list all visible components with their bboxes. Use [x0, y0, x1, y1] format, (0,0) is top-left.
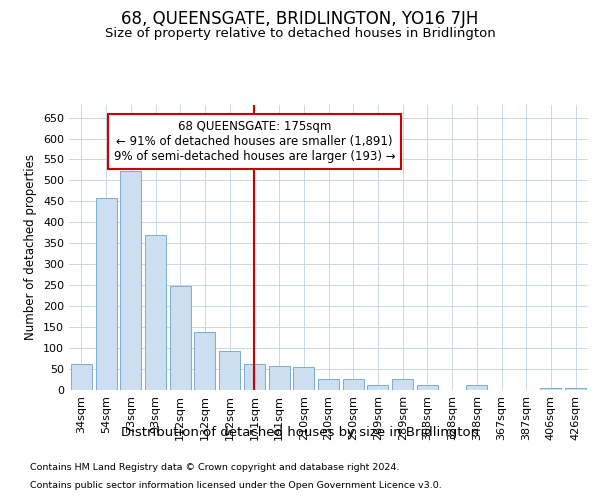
- Bar: [120, 171, 141, 390]
- Bar: [466, 385, 487, 390]
- Text: 68, QUEENSGATE, BRIDLINGTON, YO16 7JH: 68, QUEENSGATE, BRIDLINGTON, YO16 7JH: [121, 10, 479, 28]
- Bar: [244, 364, 265, 390]
- Bar: [541, 388, 562, 390]
- Bar: [219, 351, 240, 390]
- Text: Contains HM Land Registry data © Crown copyright and database right 2024.: Contains HM Land Registry data © Crown c…: [30, 464, 400, 472]
- Bar: [318, 379, 339, 390]
- Bar: [367, 385, 388, 390]
- Text: Size of property relative to detached houses in Bridlington: Size of property relative to detached ho…: [104, 28, 496, 40]
- Text: Distribution of detached houses by size in Bridlington: Distribution of detached houses by size …: [121, 426, 479, 439]
- Y-axis label: Number of detached properties: Number of detached properties: [25, 154, 37, 340]
- Text: Contains public sector information licensed under the Open Government Licence v3: Contains public sector information licen…: [30, 481, 442, 490]
- Bar: [71, 364, 92, 390]
- Bar: [145, 236, 166, 390]
- Bar: [269, 366, 290, 390]
- Bar: [170, 286, 191, 390]
- Bar: [95, 198, 116, 390]
- Bar: [293, 367, 314, 390]
- Bar: [417, 385, 438, 390]
- Bar: [392, 379, 413, 390]
- Bar: [194, 332, 215, 390]
- Bar: [565, 388, 586, 390]
- Text: 68 QUEENSGATE: 175sqm
← 91% of detached houses are smaller (1,891)
9% of semi-de: 68 QUEENSGATE: 175sqm ← 91% of detached …: [113, 120, 395, 162]
- Bar: [343, 379, 364, 390]
